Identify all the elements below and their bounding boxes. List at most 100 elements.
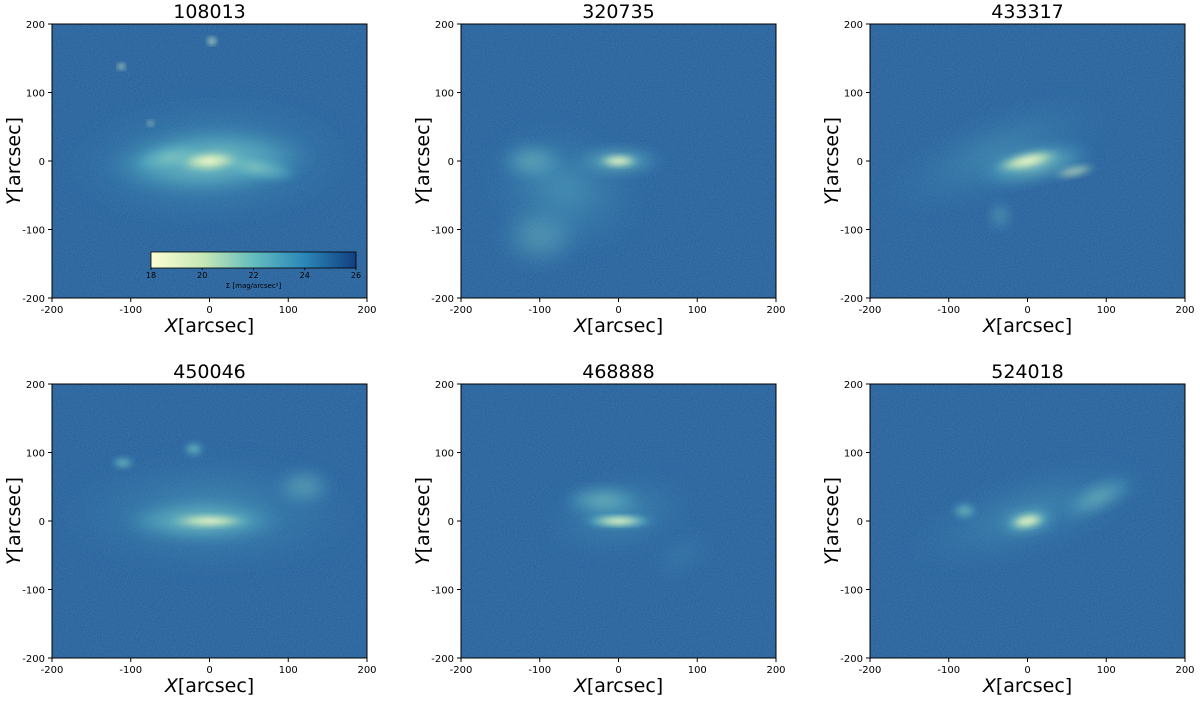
x-tick-label: 100 xyxy=(1097,305,1116,316)
panel-title: 108013 xyxy=(173,1,246,23)
y-tick-label: 100 xyxy=(26,89,45,100)
y-tick-label: 200 xyxy=(435,20,454,31)
x-tick-label: 200 xyxy=(766,665,785,676)
emission-region xyxy=(146,119,155,127)
y-tick-label: -100 xyxy=(431,226,454,237)
x-tick-label: 100 xyxy=(1097,665,1116,676)
emission-region xyxy=(992,149,1063,173)
y-tick-label: 0 xyxy=(857,517,863,528)
y-axis-label: Y[arcsec] xyxy=(412,477,434,565)
y-tick-label: 0 xyxy=(448,517,454,528)
y-axis-label: Y[arcsec] xyxy=(821,477,843,565)
y-tick-label: 200 xyxy=(435,380,454,391)
panel-title: 433317 xyxy=(991,1,1064,23)
x-axis-label: X[arcsec] xyxy=(164,315,254,337)
emission-region xyxy=(649,532,714,579)
x-tick-label: -100 xyxy=(528,665,551,676)
y-tick-label: 0 xyxy=(857,157,863,168)
y-tick-label: 0 xyxy=(39,517,45,528)
emission-region xyxy=(1058,474,1139,520)
y-tick-label: -100 xyxy=(431,586,454,597)
y-tick-label: 100 xyxy=(26,449,45,460)
colorbar-tick-label: 24 xyxy=(300,271,310,280)
x-tick-label: 0 xyxy=(615,305,621,316)
x-tick-label: -100 xyxy=(119,305,142,316)
x-tick-label: -200 xyxy=(41,305,64,316)
y-tick-label: -200 xyxy=(840,294,863,305)
emission-region xyxy=(596,154,641,168)
x-tick-label: 200 xyxy=(1175,305,1194,316)
x-axis-label: X[arcsec] xyxy=(982,315,1072,337)
x-axis-label: X[arcsec] xyxy=(573,675,663,697)
x-tick-label: 0 xyxy=(1024,305,1030,316)
y-tick-label: 200 xyxy=(844,380,863,391)
y-tick-label: 200 xyxy=(844,20,863,31)
x-axis-label: X[arcsec] xyxy=(982,675,1072,697)
galaxy-panel: 524018 -200 -100 0 100 200 200 100 0 -100 -200 X[ar… xyxy=(821,361,1195,697)
galaxy-image xyxy=(870,24,1185,298)
y-tick-label: 0 xyxy=(448,157,454,168)
galaxy-panel: 108013 -200 -100 0 100 200 200 100 0 -100 -200 X[ar… xyxy=(3,1,377,337)
y-tick-label: -200 xyxy=(22,654,45,665)
y-tick-label: 100 xyxy=(844,449,863,460)
y-axis-label: Y[arcsec] xyxy=(3,477,25,565)
galaxy-panel: 450046 -200 -100 0 100 200 200 100 0 -100 -200 X[ar… xyxy=(3,361,377,697)
y-tick-label: 0 xyxy=(39,157,45,168)
y-tick-label: 200 xyxy=(26,20,45,31)
x-tick-label: 200 xyxy=(357,305,376,316)
emission-region xyxy=(559,485,647,516)
y-tick-label: -200 xyxy=(431,654,454,665)
colorbar-gradient xyxy=(150,251,357,269)
emission-region xyxy=(496,140,568,182)
x-tick-label: 0 xyxy=(206,665,212,676)
y-tick-label: -200 xyxy=(840,654,863,665)
galaxy-image xyxy=(461,24,776,298)
emission-region xyxy=(174,149,245,173)
galaxy-panel: 320735 -200 -100 0 100 200 200 100 0 -100 -200 X[ar… xyxy=(412,1,786,337)
x-tick-label: 200 xyxy=(357,665,376,676)
colorbar-tick-label: 18 xyxy=(146,271,156,280)
colorbar-label: Σ [mag/arcsec²] xyxy=(226,282,282,290)
emission-region xyxy=(206,36,218,46)
y-tick-label: 100 xyxy=(435,449,454,460)
panel-title: 468888 xyxy=(582,361,655,383)
y-axis-label: Y[arcsec] xyxy=(821,117,843,205)
emission-region xyxy=(878,93,1114,215)
emission-region xyxy=(950,501,979,521)
x-tick-label: -200 xyxy=(450,305,473,316)
y-tick-label: -100 xyxy=(840,226,863,237)
emission-region xyxy=(166,514,253,528)
emission-region xyxy=(588,515,649,527)
emission-region xyxy=(116,62,127,71)
colorbar-tick-label: 22 xyxy=(248,271,258,280)
x-tick-label: 0 xyxy=(615,665,621,676)
galaxy-panel: 468888 -200 -100 0 100 200 200 100 0 -100 -200 X[ar… xyxy=(412,361,786,697)
x-tick-label: 0 xyxy=(1024,665,1030,676)
x-tick-label: -200 xyxy=(859,305,882,316)
x-tick-label: -100 xyxy=(937,665,960,676)
x-tick-label: 200 xyxy=(1175,665,1194,676)
emission-region xyxy=(988,200,1011,231)
y-axis-label: Y[arcsec] xyxy=(412,117,434,205)
x-tick-label: 100 xyxy=(688,665,707,676)
x-axis-label: X[arcsec] xyxy=(573,315,663,337)
emission-region xyxy=(1051,162,1098,180)
x-tick-label: -100 xyxy=(528,305,551,316)
y-tick-label: -100 xyxy=(840,586,863,597)
x-tick-label: -200 xyxy=(41,665,64,676)
x-tick-label: 100 xyxy=(279,665,298,676)
colorbar-tick-label: 20 xyxy=(197,271,207,280)
galaxy-image xyxy=(52,24,367,298)
y-tick-label: 100 xyxy=(844,89,863,100)
y-tick-label: 200 xyxy=(26,380,45,391)
galaxy-panel: 433317 -200 -100 0 100 200 200 100 0 -100 -200 X[ar… xyxy=(821,1,1195,337)
y-tick-label: -100 xyxy=(22,226,45,237)
galaxy-image xyxy=(870,384,1185,658)
emission-region xyxy=(496,205,584,268)
emission-region xyxy=(181,440,206,458)
emission-region xyxy=(110,455,136,470)
y-axis-label: Y[arcsec] xyxy=(3,117,25,205)
colorbar: 18 20 22 24 26 Σ [mag/arcsec²] xyxy=(146,251,361,290)
x-tick-label: -200 xyxy=(859,665,882,676)
